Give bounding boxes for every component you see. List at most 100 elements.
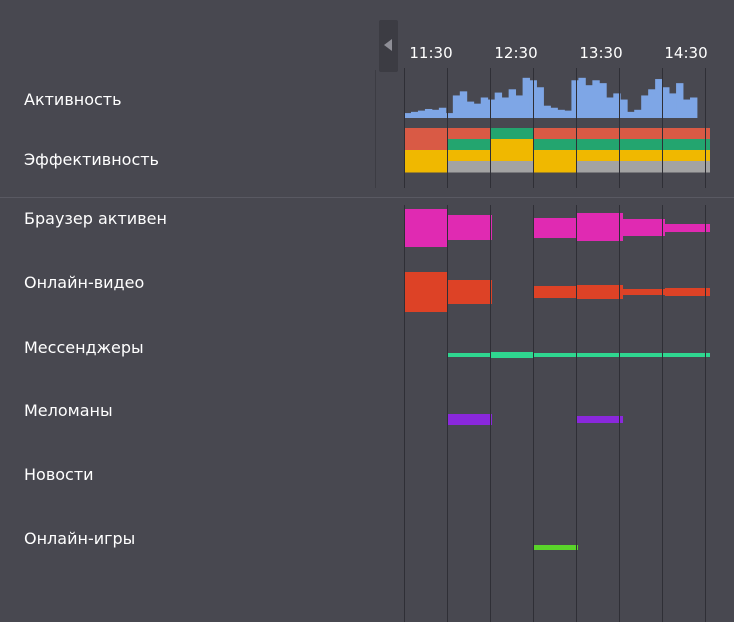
- activity-bar: [683, 99, 691, 118]
- browser-bar: [576, 213, 623, 241]
- activity-bar: [487, 99, 496, 118]
- video-bar: [404, 272, 447, 312]
- efficiency-block: [662, 128, 710, 140]
- activity-bar: [634, 109, 642, 118]
- activity-bar: [466, 101, 475, 118]
- messenger-bar: [490, 352, 533, 358]
- activity-bar: [550, 107, 558, 118]
- time-tick-label: 14:30: [664, 44, 708, 62]
- efficiency-block: [490, 161, 533, 173]
- efficiency-block: [662, 161, 710, 173]
- chevron-left-icon: [384, 39, 392, 51]
- activity-bar: [662, 87, 670, 118]
- row-label-news: Новости: [24, 465, 94, 484]
- efficiency-block: [662, 150, 710, 162]
- efficiency-block: [576, 161, 619, 173]
- browser-bar: [447, 215, 492, 240]
- activity-bar: [585, 85, 593, 118]
- video-bar: [447, 280, 492, 304]
- efficiency-block: [619, 150, 662, 162]
- activity-bar: [431, 109, 440, 118]
- activity-bar: [404, 113, 412, 118]
- efficiency-block: [576, 150, 619, 162]
- activity-bar: [620, 99, 628, 118]
- efficiency-block: [576, 128, 619, 140]
- activity-bar: [676, 83, 684, 118]
- efficiency-block: [619, 161, 662, 173]
- activity-bar: [564, 110, 572, 118]
- activity-bar: [515, 95, 523, 118]
- efficiency-block: [447, 139, 490, 151]
- activity-bar: [501, 97, 510, 118]
- activity-bar: [473, 103, 482, 118]
- efficiency-block: [404, 161, 447, 173]
- efficiency-block: [490, 128, 533, 140]
- efficiency-block: [447, 150, 490, 162]
- efficiency-block: [490, 150, 533, 162]
- browser-bar: [665, 224, 710, 232]
- video-bar: [623, 289, 665, 295]
- row-label-music: Меломаны: [24, 401, 113, 420]
- efficiency-block: [447, 128, 490, 140]
- efficiency-block: [404, 139, 447, 151]
- activity-bar: [599, 83, 607, 118]
- activity-bar: [606, 97, 614, 118]
- activity-bar: [452, 95, 461, 118]
- activity-bar: [592, 80, 600, 118]
- row-label-games: Онлайн-игры: [24, 529, 136, 548]
- row-label-activity: Активность: [24, 90, 122, 109]
- activity-bar: [655, 79, 663, 118]
- activity-bar: [571, 80, 579, 118]
- games-bar: [533, 545, 578, 550]
- activity-bar: [690, 97, 698, 118]
- row-label-browser: Браузер активен: [24, 209, 167, 228]
- time-tick-label: 12:30: [494, 44, 538, 62]
- activity-bar: [627, 111, 635, 118]
- efficiency-block: [576, 139, 619, 151]
- video-bar: [665, 288, 710, 296]
- section-divider: [0, 197, 734, 198]
- browser-bar: [623, 219, 665, 236]
- music-bar: [447, 414, 492, 425]
- messenger-bar: [447, 353, 710, 357]
- efficiency-block: [404, 128, 447, 140]
- efficiency-block: [662, 139, 710, 151]
- panel-divider: [375, 70, 376, 188]
- activity-bar: [543, 105, 551, 118]
- efficiency-block: [533, 161, 576, 173]
- activity-bar: [669, 93, 677, 118]
- collapse-panel-button[interactable]: [379, 20, 398, 72]
- activity-bar: [480, 97, 489, 118]
- activity-bar: [459, 91, 468, 118]
- video-bar: [576, 285, 623, 299]
- music-bar: [577, 416, 623, 423]
- activity-bar: [438, 107, 447, 118]
- efficiency-block: [404, 150, 447, 162]
- browser-bar: [404, 209, 447, 247]
- efficiency-block: [619, 139, 662, 151]
- efficiency-block: [533, 150, 576, 162]
- activity-bar: [424, 108, 433, 118]
- browser-bar: [533, 218, 576, 238]
- efficiency-block: [447, 161, 490, 173]
- efficiency-block: [533, 139, 576, 151]
- row-label-video: Онлайн-видео: [24, 273, 145, 292]
- activity-bar: [508, 89, 517, 118]
- time-tick-label: 13:30: [579, 44, 623, 62]
- activity-bar: [417, 110, 426, 118]
- video-bar: [533, 286, 576, 298]
- activity-bar: [522, 77, 530, 118]
- efficiency-block: [619, 128, 662, 140]
- activity-bar: [613, 93, 621, 118]
- activity-bar: [494, 92, 503, 118]
- row-label-messengers: Мессенджеры: [24, 338, 144, 357]
- activity-bar: [648, 89, 656, 118]
- activity-bar: [410, 111, 419, 118]
- row-label-efficiency: Эффективность: [24, 150, 159, 169]
- time-tick-label: 11:30: [409, 44, 453, 62]
- activity-bar: [641, 95, 649, 118]
- activity-bar: [536, 87, 544, 118]
- activity-bar: [557, 109, 565, 118]
- activity-bar: [445, 113, 454, 118]
